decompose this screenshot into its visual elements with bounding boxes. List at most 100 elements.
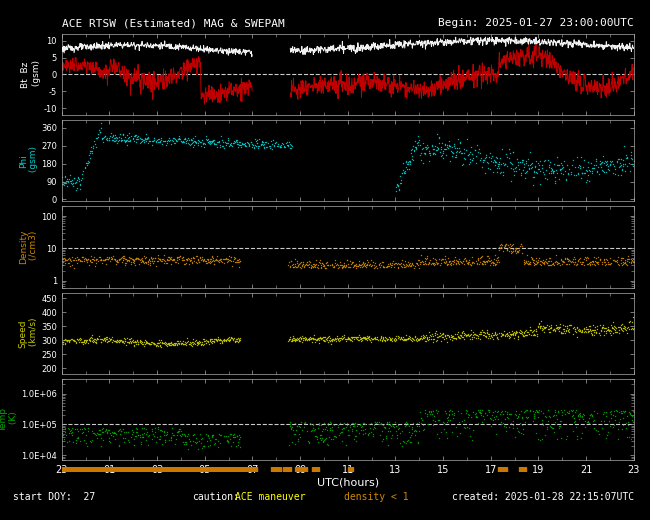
Point bbox=[335, 334, 346, 342]
Point bbox=[612, 157, 622, 165]
Point bbox=[219, 144, 229, 152]
Point bbox=[435, 148, 445, 157]
Point bbox=[286, 144, 296, 152]
Point bbox=[475, 149, 486, 158]
Point bbox=[428, 334, 439, 343]
Point bbox=[339, 262, 350, 270]
Point bbox=[471, 257, 481, 266]
Point bbox=[191, 258, 202, 266]
Point bbox=[575, 258, 585, 267]
Point bbox=[344, 256, 355, 265]
Point bbox=[364, 261, 374, 269]
Point bbox=[478, 331, 488, 339]
Point bbox=[316, 262, 326, 270]
Point bbox=[481, 256, 491, 265]
Point bbox=[530, 331, 540, 340]
Point bbox=[550, 258, 560, 266]
Point bbox=[408, 264, 419, 272]
Point bbox=[294, 333, 305, 342]
Point bbox=[234, 255, 244, 264]
Point bbox=[583, 254, 593, 263]
Point bbox=[72, 334, 82, 343]
Point bbox=[480, 408, 490, 417]
Point bbox=[299, 334, 309, 342]
Point bbox=[405, 157, 415, 165]
Point bbox=[306, 333, 317, 342]
Point bbox=[592, 155, 602, 163]
Point bbox=[454, 333, 465, 342]
Point bbox=[617, 261, 627, 269]
Point bbox=[452, 144, 462, 152]
Point bbox=[436, 145, 446, 153]
Point bbox=[354, 260, 365, 268]
Point bbox=[501, 240, 512, 248]
Point bbox=[553, 161, 564, 169]
Point bbox=[195, 254, 205, 263]
Point bbox=[533, 159, 543, 167]
Point bbox=[129, 256, 139, 264]
Point bbox=[623, 408, 634, 417]
Point bbox=[615, 415, 625, 424]
Point bbox=[382, 335, 392, 343]
Point bbox=[380, 333, 391, 342]
Point bbox=[341, 440, 351, 449]
Point bbox=[622, 433, 632, 441]
Point bbox=[74, 255, 85, 264]
Point bbox=[471, 141, 482, 150]
Point bbox=[168, 341, 178, 349]
Point bbox=[291, 335, 302, 344]
Point bbox=[444, 410, 454, 418]
Point bbox=[456, 333, 467, 341]
Point bbox=[458, 259, 469, 268]
Point bbox=[117, 337, 127, 345]
Point bbox=[60, 177, 71, 185]
Point bbox=[373, 336, 384, 345]
Point bbox=[153, 138, 164, 147]
Point bbox=[452, 328, 463, 336]
Point bbox=[276, 141, 287, 149]
Point bbox=[293, 422, 304, 431]
Point bbox=[548, 168, 558, 177]
Point bbox=[283, 335, 294, 343]
Point bbox=[538, 421, 548, 430]
Point bbox=[80, 424, 90, 433]
Point bbox=[548, 411, 558, 420]
Point bbox=[512, 248, 523, 256]
Point bbox=[382, 420, 393, 428]
Point bbox=[184, 136, 194, 145]
Point bbox=[227, 257, 238, 265]
Point bbox=[552, 415, 562, 423]
Point bbox=[72, 176, 82, 184]
Point bbox=[585, 410, 595, 419]
Point bbox=[229, 430, 239, 438]
Point bbox=[148, 257, 159, 265]
Point bbox=[393, 425, 403, 433]
Point bbox=[604, 422, 615, 431]
Point bbox=[491, 154, 502, 163]
Point bbox=[499, 327, 509, 335]
Point bbox=[192, 341, 202, 349]
Point bbox=[376, 258, 387, 267]
Point bbox=[398, 437, 408, 445]
Point bbox=[144, 339, 155, 347]
Point bbox=[92, 334, 102, 342]
Point bbox=[107, 136, 117, 144]
Point bbox=[289, 334, 299, 342]
Point bbox=[150, 438, 161, 446]
Point bbox=[565, 257, 575, 265]
Point bbox=[230, 138, 240, 146]
Point bbox=[379, 423, 389, 432]
Point bbox=[571, 261, 581, 269]
Point bbox=[75, 185, 85, 193]
Point bbox=[397, 256, 408, 264]
Point bbox=[305, 419, 315, 427]
Point bbox=[487, 258, 497, 266]
Point bbox=[365, 260, 375, 268]
Point bbox=[396, 179, 406, 187]
Point bbox=[102, 335, 112, 343]
Point bbox=[307, 334, 317, 342]
Point bbox=[560, 410, 571, 418]
Point bbox=[67, 424, 77, 433]
Point bbox=[272, 141, 282, 150]
Point bbox=[296, 332, 307, 340]
